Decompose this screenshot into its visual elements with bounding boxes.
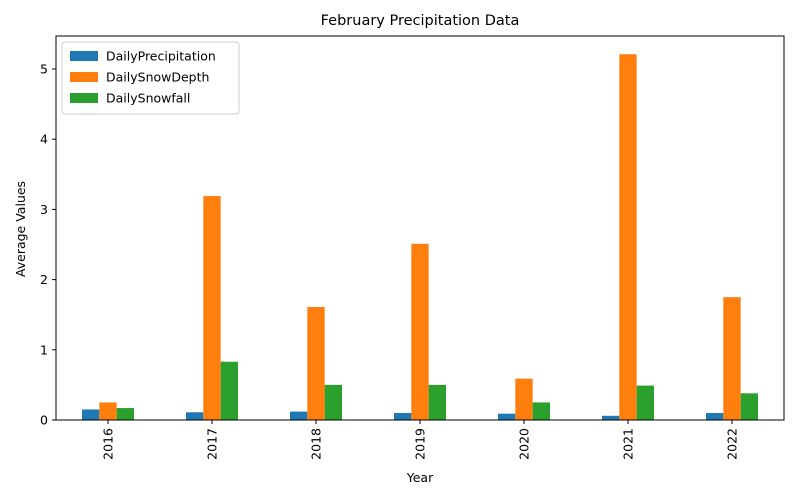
bar-DailyPrecipitation-2017 xyxy=(186,412,204,420)
bar-DailySnowfall-2017 xyxy=(220,361,238,420)
y-tick-label: 0 xyxy=(40,413,48,428)
bar-DailySnowfall-2020 xyxy=(532,402,550,420)
x-tick-label: 2022 xyxy=(725,428,740,460)
bar-DailySnowDepth-2022 xyxy=(723,297,741,420)
y-tick-label: 1 xyxy=(40,342,48,357)
bar-DailyPrecipitation-2021 xyxy=(602,415,620,420)
x-tick-label: 2020 xyxy=(517,428,532,460)
legend-label: DailyPrecipitation xyxy=(106,49,216,64)
bar-DailyPrecipitation-2020 xyxy=(498,413,516,420)
chart-title: February Precipitation Data xyxy=(321,13,520,29)
legend-label: DailySnowDepth xyxy=(106,70,209,85)
bars-layer xyxy=(82,54,758,420)
plot-frame xyxy=(55,35,785,421)
x-axis-label: Year xyxy=(406,470,434,485)
axes-layer: 0 1 2 3 4 5 2016 2017 2018 2019 2020 2021 2022 xyxy=(40,35,785,460)
bar-DailySnowfall-2018 xyxy=(324,384,342,420)
bar-DailySnowfall-2016 xyxy=(116,408,134,420)
y-tick-label: 4 xyxy=(40,132,48,147)
bar-DailyPrecipitation-2016 xyxy=(82,409,100,420)
bar-DailyPrecipitation-2019 xyxy=(394,412,412,420)
x-tick-label: 2016 xyxy=(101,428,116,460)
bar-DailySnowDepth-2017 xyxy=(203,196,221,420)
x-tick-label: 2019 xyxy=(413,428,428,460)
y-tick-label: 5 xyxy=(40,61,48,76)
legend-swatch xyxy=(70,51,98,61)
legend: DailyPrecipitation DailySnowDepth DailySno… xyxy=(61,41,240,115)
x-tick-label: 2021 xyxy=(621,428,636,460)
legend-label: DailySnowfall xyxy=(106,91,190,106)
y-axis-label: Average Values xyxy=(13,181,28,277)
bar-DailySnowfall-2021 xyxy=(636,385,654,420)
legend-swatch xyxy=(70,72,98,82)
bar-DailySnowDepth-2018 xyxy=(307,306,325,420)
y-tick-label: 2 xyxy=(40,272,48,287)
legend-box xyxy=(61,41,240,115)
bar-DailySnowDepth-2016 xyxy=(99,402,117,420)
bar-DailySnowfall-2019 xyxy=(428,384,446,420)
bar-DailySnowfall-2022 xyxy=(740,393,758,420)
bar-DailySnowDepth-2020 xyxy=(515,378,533,420)
bar-DailySnowDepth-2019 xyxy=(411,243,429,420)
y-tick-label: 3 xyxy=(40,202,48,217)
bar-DailyPrecipitation-2022 xyxy=(706,412,724,420)
x-tick-label: 2017 xyxy=(205,428,220,460)
x-tick-label: 2018 xyxy=(309,428,324,460)
legend-swatch xyxy=(70,93,98,103)
bar-DailySnowDepth-2021 xyxy=(619,54,637,420)
bar-DailyPrecipitation-2018 xyxy=(290,411,308,420)
